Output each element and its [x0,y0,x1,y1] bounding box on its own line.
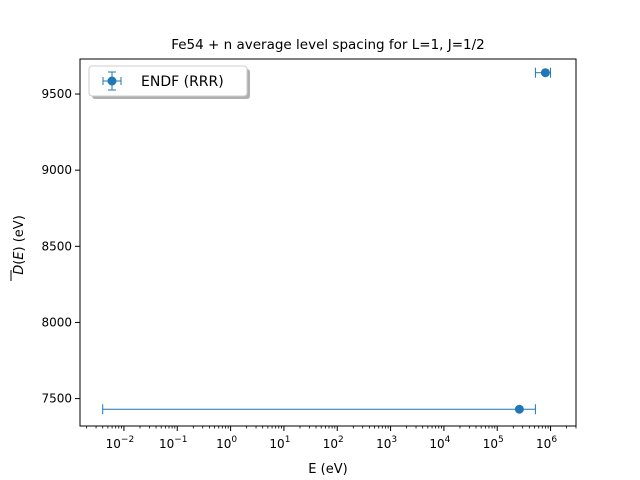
x-tick-label: 101 [269,435,290,451]
axes-frame [79,58,577,427]
legend-label: ENDF (RRR) [141,74,224,90]
legend: ENDF (RRR) [88,65,250,99]
x-tick-label: 102 [323,435,344,451]
legend-box [88,65,248,97]
y-tick-label: 8000 [41,315,72,329]
y-axis-label: D(E) (eV) [10,215,27,281]
chart-title: Fe54 + n average level spacing for L=1, … [171,37,485,53]
legend-marker [107,76,117,86]
x-tick-label: 10−2 [106,435,135,451]
x-axis: 10−2 10−1 100 101 102 103 104 105 106 [86,426,577,451]
x-axis-label: E (eV) [308,462,347,477]
svg-text:D(E) (eV): D(E) (eV) [12,215,27,275]
x-tick-label: 10−1 [159,435,188,451]
series-endf-rrr- [102,67,552,415]
y-tick-label: 9500 [41,87,72,101]
plot-area [79,58,577,427]
y-tick-label: 8500 [41,239,72,253]
data-point [540,68,550,78]
data-point [514,404,524,414]
y-axis: 7500 8000 8500 9000 9500 [41,87,80,406]
x-tick-label: 105 [483,435,504,451]
x-tick-label: 104 [429,435,450,451]
x-tick-label: 106 [536,435,557,451]
y-tick-label: 9000 [41,163,72,177]
y-tick-label: 7500 [41,392,72,406]
x-tick-label: 103 [376,435,397,451]
x-tick-label: 100 [216,435,237,451]
